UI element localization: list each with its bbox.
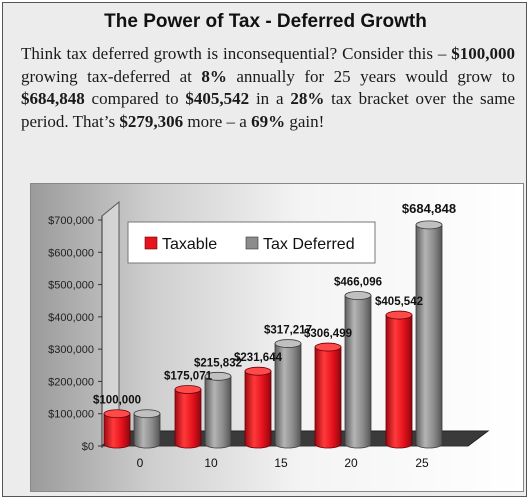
- amount-taxable: $405,542: [185, 89, 250, 108]
- data-label-taxable: $100,000: [93, 395, 141, 407]
- x-tick-label: 15: [274, 456, 288, 470]
- bar-taxable-0: [103, 409, 131, 449]
- page-title: The Power of Tax - Deferred Growth: [104, 11, 427, 32]
- x-tick-label: 20: [344, 456, 358, 470]
- intro-text-6: tax bracket over the same period. That’s: [21, 89, 515, 131]
- data-label-taxable: $231,644: [234, 352, 283, 364]
- intro-text-3: annually for 25 years would grow to: [226, 66, 516, 86]
- legend-box: [127, 221, 376, 264]
- y-tick-label: $100,000: [48, 409, 94, 421]
- data-label-tax-deferred: $317,217: [264, 325, 312, 337]
- tax-bracket: 28%: [290, 89, 325, 108]
- data-label-taxable: $405,542: [375, 296, 423, 308]
- legend-label-taxable: Taxable: [162, 236, 217, 253]
- bar-tax-deferred-25: [415, 220, 443, 449]
- y-tick-label: $600,000: [48, 247, 94, 259]
- data-label-tax-deferred: $466,096: [334, 277, 382, 289]
- y-tick-label: $700,000: [48, 215, 94, 227]
- y-tick-label: $500,000: [48, 280, 94, 292]
- bar-tax-deferred-20: [344, 291, 372, 449]
- intro-paragraph: Think tax deferred growth is inconsequen…: [21, 43, 515, 133]
- bar-taxable-10: [174, 385, 202, 449]
- data-label-tax-deferred: $215,832: [194, 357, 242, 369]
- y-tick-label: $0: [82, 441, 94, 453]
- data-label-taxable: $306,499: [304, 328, 352, 340]
- x-tick-label: 0: [137, 456, 144, 470]
- legend-label-tax-deferred: Tax Deferred: [263, 236, 355, 253]
- legend-swatch-tax-deferred: [245, 236, 259, 250]
- bar-tax-deferred-15: [274, 339, 302, 449]
- gain-percent: 69%: [251, 111, 286, 131]
- data-label-taxable: $175,071: [164, 370, 213, 382]
- bar-taxable-20: [314, 342, 342, 449]
- y-tick-label: $200,000: [48, 376, 94, 388]
- bar-tax-deferred-0: [133, 409, 161, 449]
- x-tick-label: 10: [204, 456, 218, 470]
- difference-amount: $279,306: [119, 111, 184, 131]
- intro-text-4: compared to: [84, 89, 186, 108]
- intro-text-1: Think tax deferred growth is inconsequen…: [21, 44, 452, 63]
- y-tick-label: $400,000: [48, 312, 94, 324]
- bar-taxable-15: [244, 366, 272, 449]
- amount-start: $100,000: [451, 44, 515, 63]
- growth-rate: 8%: [201, 66, 227, 86]
- bar-tax-deferred-10: [204, 371, 232, 449]
- intro-text-8: gain!: [285, 111, 325, 131]
- intro-text-7: more – a: [183, 111, 252, 131]
- y-tick-label: $300,000: [48, 344, 94, 356]
- intro-text-5: in a: [249, 89, 291, 108]
- x-tick-label: 25: [415, 456, 429, 470]
- amount-deferred: $684,848: [21, 89, 85, 108]
- legend-swatch-taxable: [144, 236, 158, 250]
- intro-text-2: growing tax-deferred at: [21, 66, 202, 86]
- bar-taxable-25: [385, 310, 413, 449]
- data-label-tax-deferred: $684,848: [402, 201, 456, 216]
